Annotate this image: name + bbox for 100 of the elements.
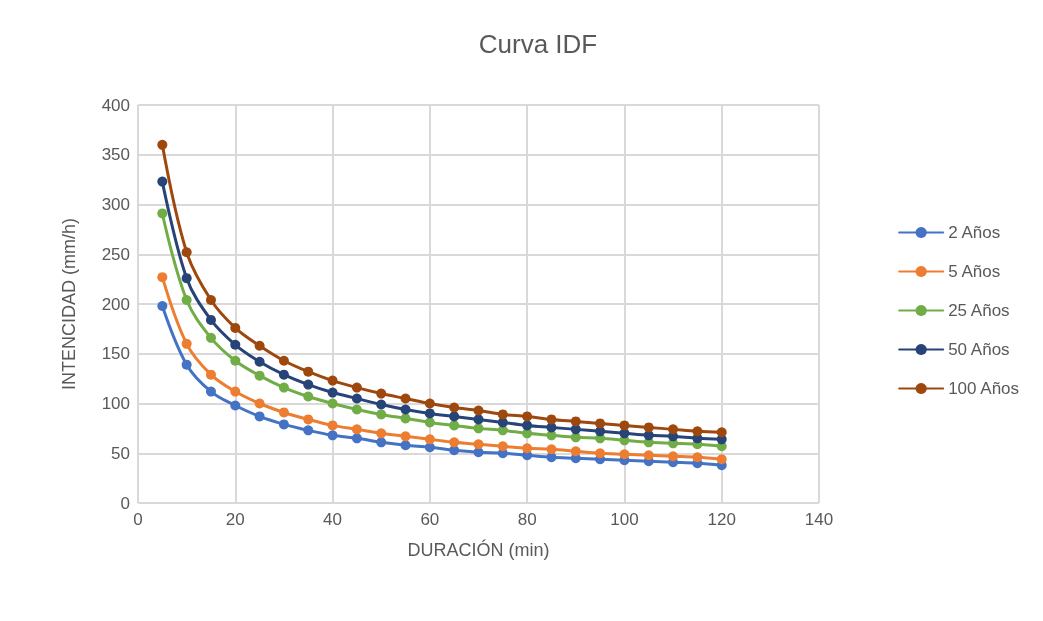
point (424, 408, 435, 419)
x-tick-label: 60 (420, 510, 440, 529)
point (181, 338, 192, 349)
point (327, 420, 338, 431)
point (497, 409, 508, 420)
point (205, 314, 216, 325)
point (424, 434, 435, 445)
x-tick-label: 140 (804, 510, 834, 529)
point (327, 398, 338, 409)
point (327, 375, 338, 386)
point (205, 386, 216, 397)
point (181, 273, 192, 284)
point (400, 440, 411, 451)
y-axis-title: INTENCIDAD (mm/h) (59, 218, 79, 390)
point (303, 391, 314, 402)
point (278, 355, 289, 366)
point (181, 359, 192, 370)
y-tick-label: 350 (101, 145, 130, 165)
point (643, 450, 654, 461)
point (595, 448, 606, 459)
point (497, 441, 508, 452)
point (619, 420, 630, 431)
y-tick-label: 100 (101, 394, 130, 413)
point (473, 414, 484, 425)
point (254, 411, 265, 422)
legend-label: 5 Años (948, 262, 1001, 281)
point (303, 425, 314, 436)
point (230, 386, 241, 397)
point (449, 420, 460, 431)
legend-label: 25 Años (948, 301, 1010, 320)
x-tick-label: 0 (133, 510, 143, 529)
point (278, 369, 289, 380)
y-tick-label: 400 (101, 95, 130, 115)
point (157, 139, 168, 150)
point (643, 422, 654, 433)
point (376, 388, 387, 399)
y-tick-label: 150 (101, 344, 130, 364)
x-tick-label: 80 (517, 510, 537, 529)
point (716, 454, 727, 465)
legend-label: 100 Años (948, 379, 1020, 398)
point (473, 423, 484, 434)
point (230, 355, 241, 366)
point (351, 433, 362, 444)
chart-title: Curva IDF (478, 29, 598, 59)
point (303, 379, 314, 390)
point (327, 430, 338, 441)
x-tick-label: 120 (707, 510, 736, 529)
point (449, 411, 460, 422)
point (376, 399, 387, 410)
point (254, 340, 265, 351)
x-axis-title: DURACIÓN (min) (407, 539, 550, 560)
point (303, 414, 314, 425)
point (157, 208, 168, 219)
point (400, 404, 411, 415)
point (205, 369, 216, 380)
point (522, 411, 533, 422)
point (303, 366, 314, 377)
point (595, 418, 606, 429)
point (230, 400, 241, 411)
point (619, 449, 630, 460)
point (351, 393, 362, 404)
point (254, 370, 265, 381)
point (424, 417, 435, 428)
point (278, 419, 289, 430)
point (522, 420, 533, 431)
point (327, 387, 338, 398)
point (570, 446, 581, 457)
point (181, 295, 192, 306)
y-tick-label: 0 (120, 493, 130, 513)
point (205, 332, 216, 343)
point (254, 398, 265, 409)
point (181, 247, 192, 258)
point (400, 393, 411, 404)
point (546, 444, 557, 455)
point (254, 356, 265, 367)
legend-label: 2 Años (948, 223, 1001, 242)
x-tick-label: 40 (323, 510, 343, 529)
point (570, 416, 581, 427)
point (400, 413, 411, 424)
point (376, 437, 387, 448)
point (692, 426, 703, 437)
point (668, 424, 679, 435)
point (351, 424, 362, 435)
point (449, 437, 460, 448)
point (473, 405, 484, 416)
point (716, 427, 727, 438)
point (351, 404, 362, 415)
point (157, 300, 168, 311)
point (546, 414, 557, 425)
x-tick-label: 20 (225, 510, 245, 529)
point (278, 407, 289, 418)
point (351, 382, 362, 393)
point (424, 398, 435, 409)
point (205, 295, 216, 306)
legend-label: 50 Años (948, 340, 1010, 359)
y-tick-label: 250 (101, 244, 130, 264)
point (230, 339, 241, 350)
point (449, 402, 460, 413)
point (157, 272, 168, 283)
point (692, 452, 703, 463)
